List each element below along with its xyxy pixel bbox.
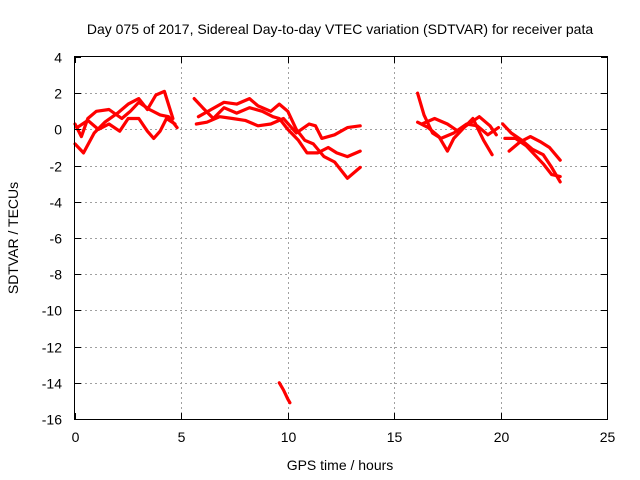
x-axis: 0 5 10 15 20 25 — [72, 57, 616, 445]
y-tick-label: -12 — [42, 340, 62, 356]
series-arc-late-2 — [416, 116, 494, 157]
y-axis-title: SDTVAR / TECUs — [5, 182, 21, 294]
series-arc-early-2 — [73, 89, 175, 155]
y-tick-label: -6 — [50, 231, 63, 247]
chart-title: Day 075 of 2017, Sidereal Day-to-day VTE… — [87, 21, 594, 37]
y-tick-label: 2 — [54, 86, 62, 102]
series-arc-mid-1 — [192, 96, 362, 159]
series-arc-late-4 — [501, 122, 562, 184]
series-arc-late-6 — [507, 135, 562, 162]
series-arc-late-5 — [503, 136, 562, 179]
series-arc-late-3 — [420, 115, 498, 137]
x-tick-label: 15 — [387, 429, 403, 445]
series-arc-outlier — [277, 381, 292, 405]
y-tick-label: -16 — [42, 412, 62, 428]
data-traces — [73, 89, 562, 405]
y-tick-label: -14 — [42, 376, 62, 392]
series-arc-early-3 — [75, 116, 177, 140]
y-tick-label: 4 — [54, 50, 62, 66]
x-axis-title: GPS time / hours — [287, 457, 394, 473]
x-tick-label: 10 — [281, 429, 297, 445]
x-tick-label: 25 — [600, 429, 616, 445]
y-tick-label: -8 — [50, 267, 63, 283]
y-tick-label: -4 — [50, 195, 63, 211]
plot-frame — [74, 56, 608, 420]
y-axis: 4 2 0 -2 -4 -6 -8 -10 -12 -14 -16 — [42, 50, 607, 428]
y-tick-label: -10 — [42, 303, 62, 319]
y-tick-label: -2 — [50, 159, 63, 175]
x-tick-label: 0 — [72, 429, 80, 445]
x-tick-label: 5 — [178, 429, 186, 445]
x-tick-label: 20 — [494, 429, 510, 445]
series-arc-mid-3 — [194, 115, 362, 140]
y-tick-label: 0 — [54, 122, 62, 138]
series-arc-mid-2 — [196, 96, 362, 180]
